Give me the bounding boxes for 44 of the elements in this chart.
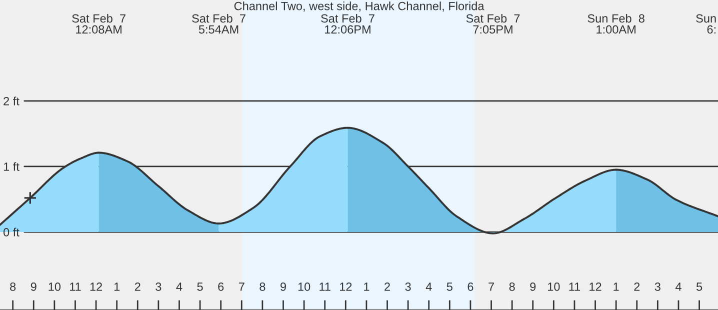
- x-tick-label: 6: [218, 282, 224, 291]
- annotation: Sat Feb 7 5:54AM: [192, 14, 246, 34]
- x-tick-label: 11: [70, 282, 81, 291]
- x-tick-label: 5: [446, 282, 452, 291]
- x-tick-label: 8: [10, 282, 16, 291]
- x-tick-label: 3: [156, 282, 162, 291]
- annotation: Sun 6:: [696, 14, 716, 34]
- x-tick-label: 11: [320, 282, 330, 291]
- x-tick-label: 1: [614, 282, 619, 291]
- annotation: Sun Feb 8 1:00AM: [588, 14, 644, 34]
- x-tick-label: 6: [468, 282, 474, 291]
- x-tick-label: 9: [30, 282, 36, 291]
- x-tick-label: 1: [364, 282, 370, 291]
- annotation: Sat Feb 7 12:08AM: [72, 14, 126, 34]
- x-tick-label: 9: [280, 282, 286, 291]
- y-tick-label: 1 ft: [4, 162, 20, 171]
- x-tick-label: 8: [260, 282, 266, 291]
- x-tick-label: 8: [509, 282, 515, 291]
- x-tick-label: 2: [634, 282, 640, 291]
- x-tick-label: 1: [114, 282, 120, 291]
- x-tick-label: 3: [405, 282, 411, 291]
- x-tick-label: 10: [298, 282, 310, 291]
- x-tick-label: 4: [426, 282, 432, 291]
- x-tick-label: 2: [384, 282, 390, 291]
- annotation: Sat Feb 7 12:06PM: [321, 14, 374, 34]
- x-tick-label: 2: [134, 282, 140, 291]
- x-tick-label: 10: [48, 282, 61, 291]
- x-tick-label: 7: [488, 282, 494, 291]
- x-tick-label: 10: [548, 282, 560, 291]
- x-tick-label: 7: [238, 282, 244, 291]
- x-tick-label: 4: [675, 282, 682, 291]
- x-tick-label: 9: [530, 282, 536, 291]
- y-tick-label: 0 ft: [4, 228, 20, 236]
- x-tick-label: 3: [654, 282, 660, 291]
- x-tick-label: 4: [176, 282, 182, 291]
- chart-title: Channel Two, west side, Hawk Channel, Florida: [234, 2, 484, 12]
- x-tick-label: 11: [569, 282, 580, 291]
- x-tick-label: 12: [340, 282, 352, 291]
- y-tick-label: 2 ft: [4, 96, 20, 106]
- x-tick-label: 5: [197, 282, 203, 291]
- x-tick-label: 12: [90, 282, 102, 291]
- x-tick-label: 5: [696, 282, 702, 291]
- x-tick-label: 12: [590, 282, 602, 291]
- annotation: Sat Feb 7 7:05PM: [466, 14, 520, 34]
